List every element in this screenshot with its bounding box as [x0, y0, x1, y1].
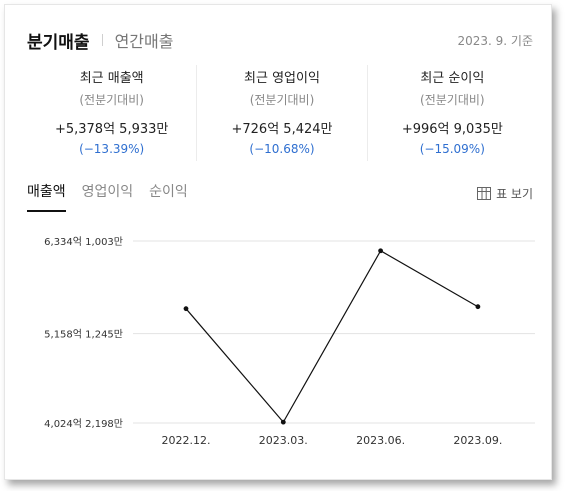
stat-title: 최근 영업이익 [244, 71, 320, 86]
data-point [183, 306, 189, 312]
y-tick-label: 5,158억 1,245만 [44, 329, 123, 341]
series-line [185, 249, 479, 424]
summary-stats: 최근 매출액 (전분기대비) +5,378억 5,933만 (−13.39%) … [27, 65, 537, 161]
stat-value: +996억 9,035만 [401, 122, 503, 137]
stat-change: (−13.39%) [79, 142, 145, 156]
stat-subtitle: (전분기대비) [249, 93, 315, 107]
stat-change: (−15.09%) [419, 142, 485, 156]
stat-subtitle: (전분기대비) [79, 93, 144, 107]
x-tick-label: 2023.09. [453, 434, 502, 447]
as-of-date: 2023. 9. 기준 [457, 33, 533, 48]
data-point [475, 304, 481, 310]
x-tick-label: 2022.12. [162, 434, 211, 447]
tab-divider [101, 34, 103, 46]
stat-net-income: 최근 순이익 (전분기대비) +996억 9,035만 (−15.09%) [366, 65, 537, 161]
revenue-line-chart: 4,024억 2,198만 5,158억 1,245만 6,334억 1,003만 2… [44, 236, 535, 447]
table-view-button[interactable]: 표 보기 [477, 185, 533, 202]
y-tick-label: 4,024억 2,198만 [44, 418, 123, 430]
stat-change: (−10.68%) [249, 142, 315, 156]
table-icon [477, 187, 492, 200]
stat-revenue: 최근 매출액 (전분기대비) +5,378억 5,933만 (−13.39%) [27, 65, 196, 161]
data-point [378, 248, 383, 254]
data-point [280, 419, 286, 425]
stat-title: 최근 순이익 [420, 71, 485, 86]
stat-operating-income: 최근 영업이익 (전분기대비) +726억 5,424만 (−10.68%) [196, 65, 366, 161]
table-view-label: 표 보기 [496, 187, 533, 201]
tab-revenue[interactable]: 매출액 [27, 181, 66, 212]
x-tick-label: 2023.06. [356, 434, 405, 447]
tab-quarterly-revenue[interactable]: 분기매출 [27, 32, 90, 53]
card-header: 분기매출 연간매출 2023. 9. 기준 [27, 27, 533, 53]
tab-operating-income[interactable]: 영업이익 [81, 184, 134, 200]
stat-value: +5,378억 5,933만 [54, 122, 169, 137]
x-tick-label: 2023.03. [259, 434, 308, 447]
tab-annual-revenue[interactable]: 연간매출 [114, 32, 174, 51]
stat-title: 최근 매출액 [79, 71, 144, 86]
stat-subtitle: (전분기대비) [420, 93, 485, 107]
tab-net-income[interactable]: 순이익 [149, 184, 188, 200]
quarterly-revenue-card: 분기매출 연간매출 2023. 9. 기준 최근 매출액 (전분기대비) +5,… [4, 4, 552, 480]
metric-tabs: 매출액 영업이익 순이익 [27, 181, 188, 212]
stat-value: +726억 5,424만 [231, 122, 333, 137]
y-tick-label: 6,334억 1,003만 [44, 236, 123, 248]
